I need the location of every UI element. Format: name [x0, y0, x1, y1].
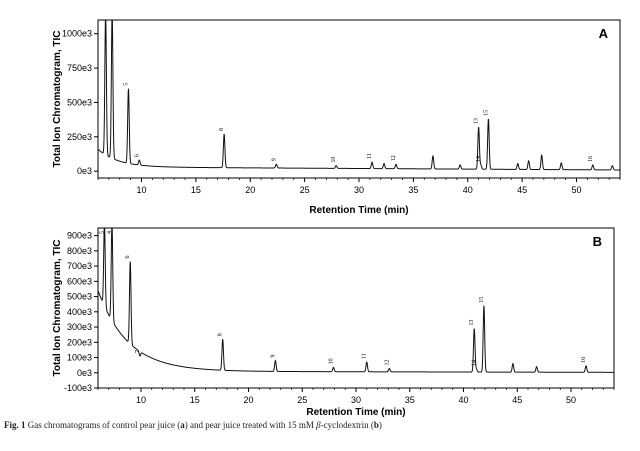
panel-label: B	[593, 234, 602, 249]
panel-a: 10 15 20 25 30 35 40 45 500e3250e3500e3750e31000…	[52, 19, 621, 216]
x-tick-label: 25	[300, 185, 310, 195]
peak-label: 8	[218, 333, 224, 336]
peak-label: 6	[134, 154, 140, 157]
y-tick-label: 100e3	[67, 353, 92, 363]
peak-label: 13	[474, 118, 480, 124]
peak-label: 11	[367, 153, 373, 159]
x-tick-label: 35	[408, 185, 418, 195]
x-tick-label: 50	[566, 395, 576, 405]
y-tick-label: 800e3	[67, 246, 92, 256]
y-axis-label: Total Ion Chromatogram, TIC	[52, 30, 63, 167]
peak-label: 10	[331, 157, 337, 163]
peak-label: 11	[362, 353, 368, 359]
x-tick-label: 30	[351, 395, 361, 405]
y-tick-label: 200e3	[67, 337, 92, 347]
x-tick-label: 45	[512, 395, 522, 405]
peak-label: 15	[483, 110, 489, 116]
x-tick-label: 10	[136, 395, 146, 405]
peak-label: 12	[384, 359, 390, 365]
y-tick-label: 750e3	[67, 63, 92, 73]
peak-label: 12	[391, 155, 397, 161]
peak-label: 16	[588, 156, 594, 162]
peak-label: 4	[107, 231, 113, 234]
caption-text-3: -cyclodextrin (	[320, 420, 374, 430]
x-tick-label: 20	[245, 185, 255, 195]
peak-label: 5	[99, 231, 105, 234]
peak-label: 9	[270, 355, 276, 358]
x-tick-label: 15	[191, 185, 201, 195]
x-tick-label: 10	[136, 185, 146, 195]
y-tick-label: 400e3	[67, 307, 92, 317]
caption-label-b: b	[373, 420, 379, 430]
caption-prefix: Fig. 1	[4, 420, 26, 430]
y-tick-label: 700e3	[67, 261, 92, 271]
y-tick-label: 300e3	[67, 322, 92, 332]
caption-text-4: )	[378, 420, 382, 430]
x-tick-label: 20	[243, 395, 253, 405]
y-tick-label: 0e3	[77, 166, 92, 176]
y-tick-label: 250e3	[67, 132, 92, 142]
peak-label: 6	[125, 256, 131, 259]
x-tick-label: 40	[463, 185, 473, 195]
peak-label: 5	[123, 83, 129, 86]
y-tick-label: 600e3	[67, 276, 92, 286]
panel-label: A	[599, 26, 609, 41]
peak-label: 8	[219, 128, 225, 131]
x-axis-label: Retention Time (min)	[306, 407, 405, 418]
peak-label: 13	[469, 320, 475, 326]
x-axis-label: Retention Time (min)	[309, 205, 408, 216]
y-axis-label: Total Ion Chromatogram, TIC	[52, 239, 63, 376]
peak-label: 9	[271, 158, 277, 161]
x-tick-label: 35	[405, 395, 415, 405]
peak-label: 10	[328, 358, 334, 364]
y-tick-label: 900e3	[67, 231, 92, 241]
caption-beta: β	[316, 420, 321, 430]
y-tick-label: 500e3	[67, 97, 92, 107]
figure-caption: Fig. 1 Gas chromatograms of control pear…	[4, 420, 636, 430]
x-tick-label: 50	[571, 185, 581, 195]
peak-label: 14	[471, 360, 477, 366]
y-tick-label: 1000e3	[62, 29, 92, 39]
x-tick-label: 30	[354, 185, 364, 195]
plot-frame	[97, 227, 615, 389]
x-tick-label: 15	[190, 395, 200, 405]
caption-text-1: Gas chromatograms of control pear juice …	[25, 420, 181, 430]
x-tick-label: 40	[458, 395, 468, 405]
y-tick-label: 500e3	[67, 292, 92, 302]
caption-text-2: ) and pear juice treated with 15 mM	[184, 420, 317, 430]
y-tick-label: -100e3	[64, 383, 92, 393]
x-tick-label: 25	[297, 395, 307, 405]
caption-label-a: a	[180, 420, 185, 430]
peak-label: 15	[479, 297, 485, 303]
panel-b: 10 15 20 25 30 35 40 45 50 -100e3 0e3 100e3 200e3 300…	[52, 227, 615, 418]
peak-label: 14	[476, 156, 482, 162]
x-tick-label: 45	[517, 185, 527, 195]
peak-label: 7	[135, 350, 141, 353]
tic-trace	[98, 20, 620, 171]
peak-label: 16	[581, 357, 587, 363]
tic-trace	[98, 228, 614, 373]
y-tick-label: 0e3	[77, 368, 92, 378]
